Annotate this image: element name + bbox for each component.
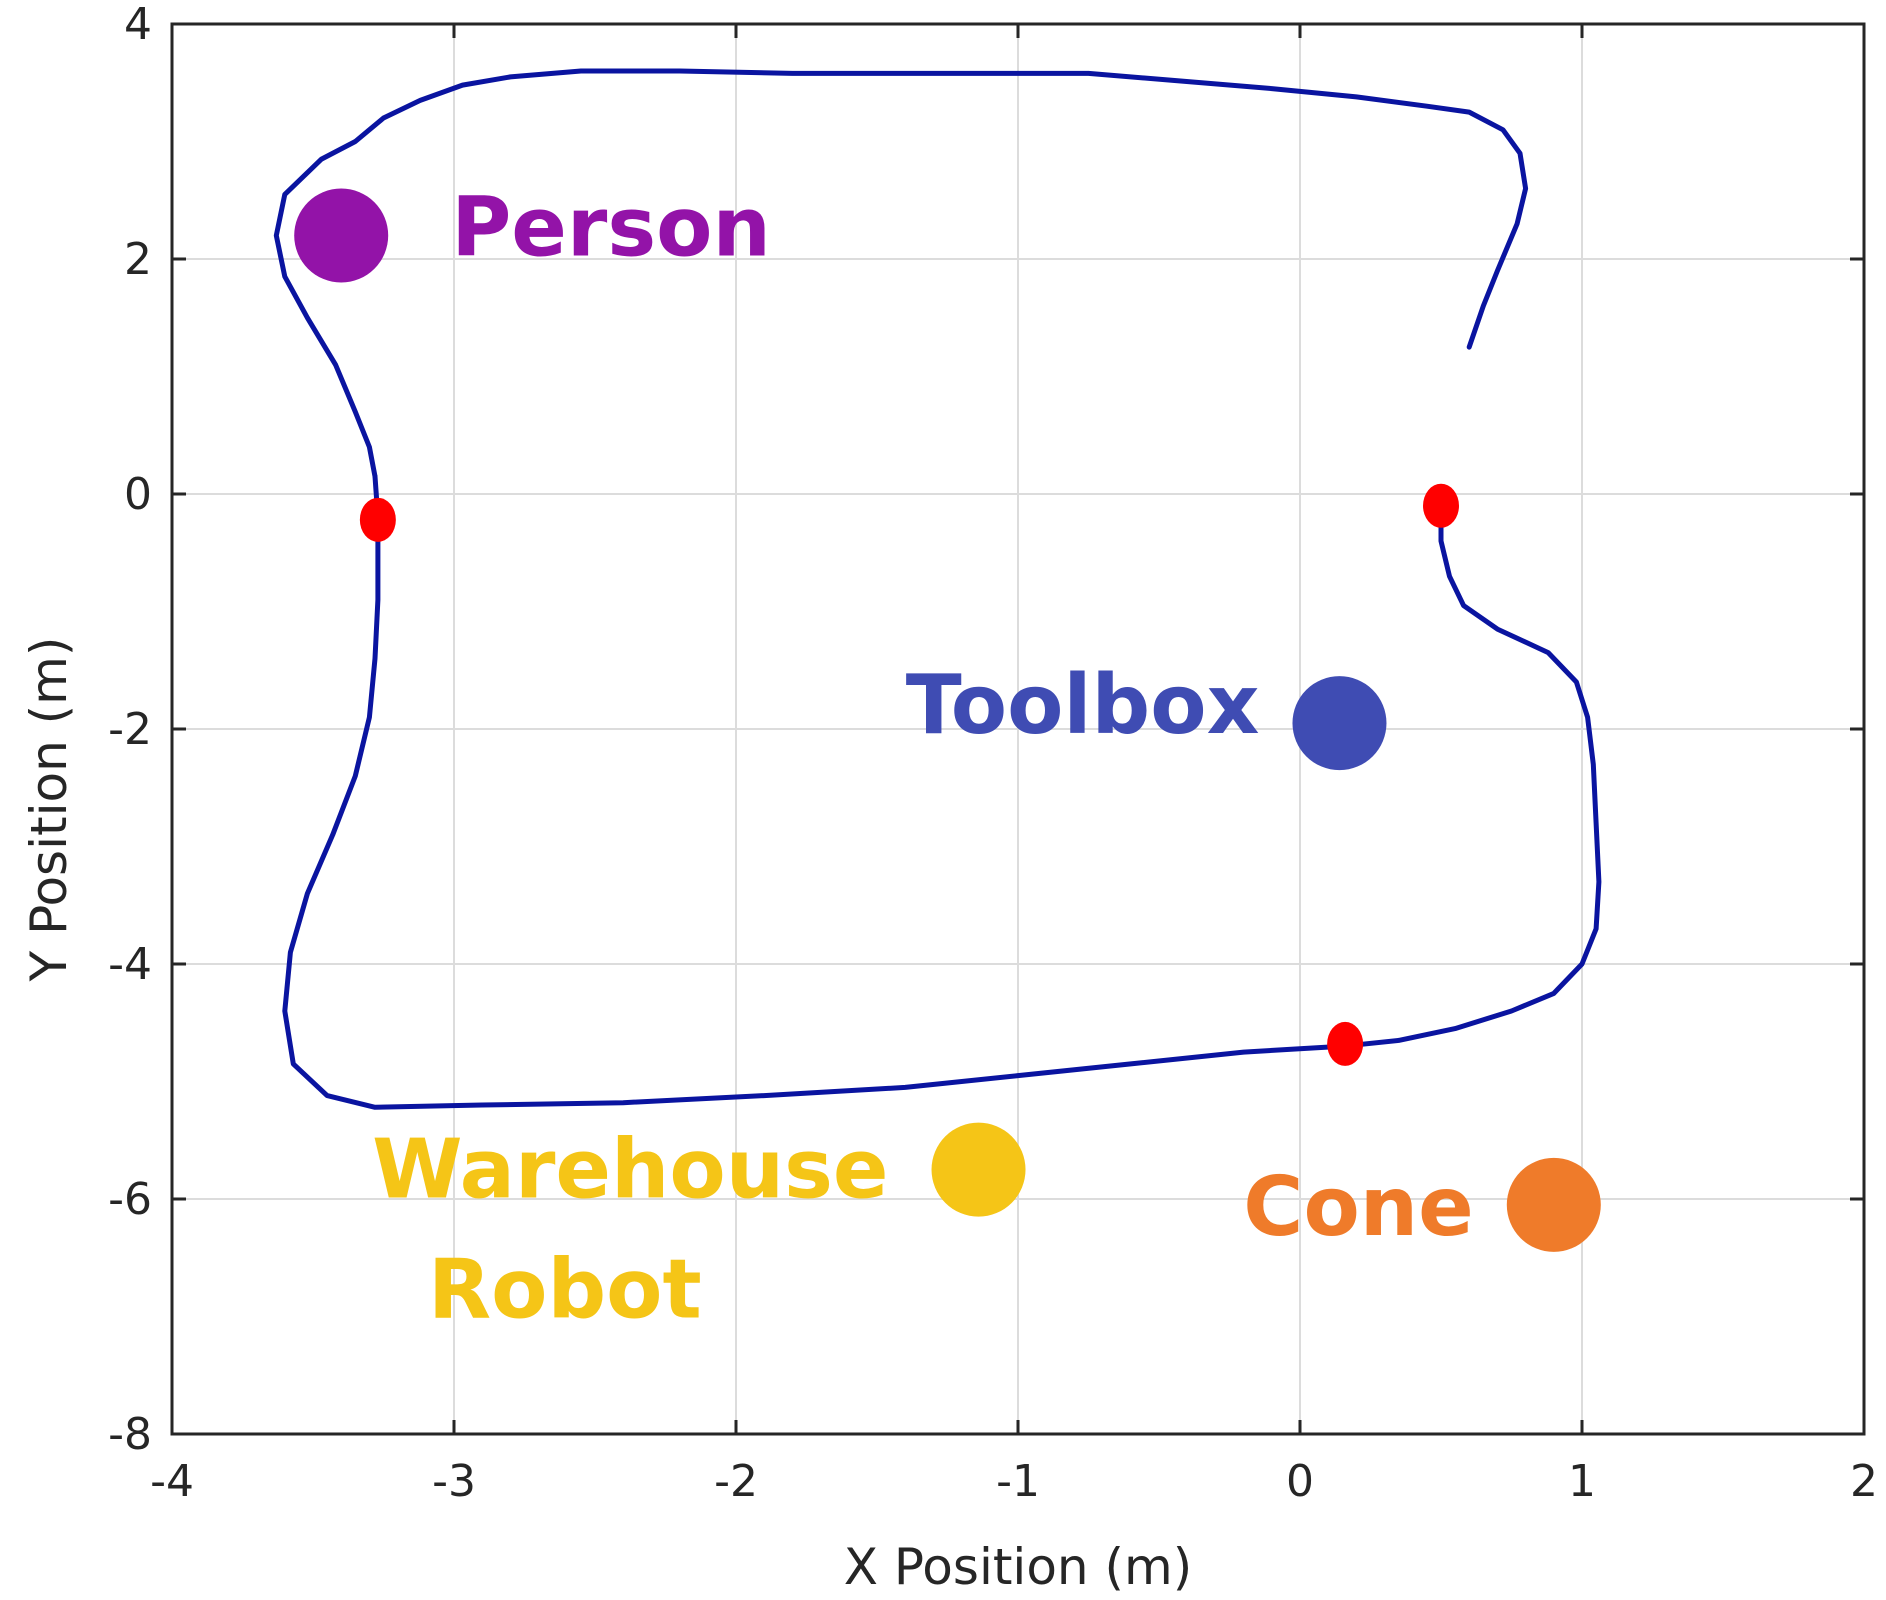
ticks: -4 -3 -2 -1 0 1 2 -8 -6 -4 -2 0 2 4 [108, 0, 1878, 1507]
y-tick-label: -2 [108, 704, 152, 755]
object-label: Cone [1243, 1160, 1474, 1255]
object-marker [931, 1122, 1026, 1217]
red-marker [1327, 1021, 1364, 1066]
x-tick-label: 2 [1850, 1456, 1878, 1507]
object-marker [1506, 1157, 1601, 1252]
y-tick-label: 0 [124, 469, 152, 520]
objects: Person Toolbox Warehouse Robot Cone [294, 181, 1601, 1338]
red-marker [359, 497, 396, 542]
x-tick-label: -3 [432, 1456, 476, 1507]
x-tick-label: -4 [150, 1456, 194, 1507]
object-label-line2: Robot [428, 1243, 702, 1338]
y-tick-label: 4 [124, 0, 152, 50]
series [273, 68, 1602, 1110]
y-tick-label: 2 [124, 234, 152, 285]
object-label: Toolbox [906, 658, 1260, 753]
x-tick-label: 1 [1568, 1456, 1596, 1507]
object-marker [294, 188, 389, 283]
y-tick-label: -8 [108, 1409, 152, 1460]
red-marker [1423, 483, 1459, 528]
object-marker [1292, 676, 1387, 771]
x-tick-label: -1 [996, 1456, 1040, 1507]
y-tick-label: -6 [108, 1174, 152, 1225]
x-tick-label: 0 [1286, 1456, 1314, 1507]
object-label: Person [451, 181, 771, 276]
x-axis-label: X Position (m) [844, 1538, 1192, 1596]
y-tick-label: -4 [108, 939, 152, 990]
x-tick-label: -2 [714, 1456, 758, 1507]
markers [359, 483, 1459, 1066]
trajectory-line [273, 68, 1529, 479]
y-axis-label: Y Position (m) [20, 637, 78, 983]
trajectory-loop-line [282, 473, 1602, 1110]
object-label: Warehouse [372, 1123, 888, 1218]
